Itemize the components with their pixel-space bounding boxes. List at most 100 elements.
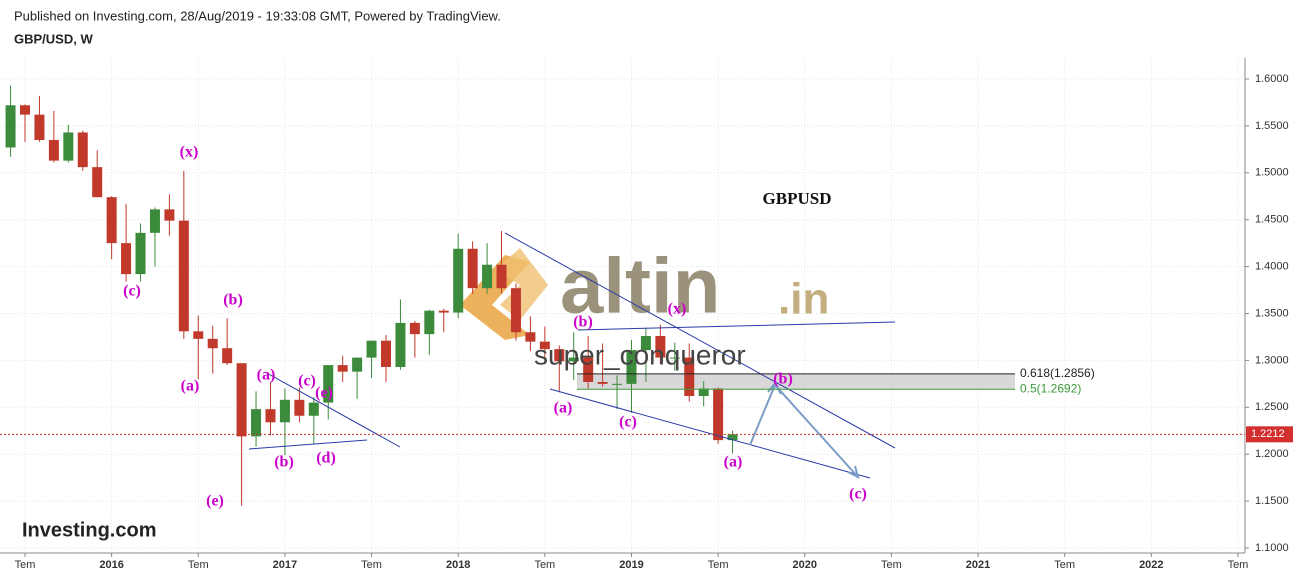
candle-body <box>222 348 233 364</box>
candle-body <box>482 264 493 289</box>
wave-label: (x) <box>180 144 199 161</box>
watermark-suffix: .in <box>778 275 829 324</box>
fib-zone <box>577 373 1015 390</box>
wave-label: (b) <box>274 454 294 471</box>
candle-body <box>583 357 594 382</box>
x-tick-label: Tem <box>188 559 209 571</box>
candle-body <box>510 288 521 333</box>
candle-body <box>626 350 637 384</box>
candle-body <box>164 209 175 221</box>
x-tick-label: 2018 <box>446 559 470 571</box>
wave-label: (b) <box>573 314 593 331</box>
candle-body <box>63 132 74 161</box>
candle-body <box>106 197 117 244</box>
candle-body <box>684 357 695 397</box>
candle-body <box>121 243 132 275</box>
candle-body <box>92 167 103 198</box>
candle-body <box>424 310 435 335</box>
candle-body <box>20 105 30 115</box>
candle-body <box>5 105 16 148</box>
candle-body <box>193 331 204 339</box>
candle-body <box>568 357 579 362</box>
candle-body <box>409 322 420 335</box>
x-tick-label: 2017 <box>273 559 297 571</box>
candle-body <box>727 434 738 441</box>
candle-body <box>713 388 724 441</box>
y-tick-label: 1.4000 <box>1255 261 1289 273</box>
candle-body <box>323 365 334 403</box>
brand: Investing.com <box>22 519 156 541</box>
candle-body <box>366 340 377 358</box>
y-tick-label: 1.1000 <box>1255 542 1289 554</box>
y-tick-label: 1.5000 <box>1255 167 1289 179</box>
y-tick-label: 1.5500 <box>1255 120 1289 132</box>
x-tick-label: 2020 <box>793 559 817 571</box>
x-tick-label: 2016 <box>99 559 123 571</box>
candle-body <box>294 399 305 416</box>
candle-body <box>467 248 478 289</box>
candle-body <box>251 409 262 437</box>
x-tick-label: Tem <box>1228 559 1249 571</box>
x-tick-label: Tem <box>1054 559 1075 571</box>
candle-body <box>453 248 464 313</box>
wave-label: (b) <box>223 292 243 309</box>
fib-label: 0.618(1.2856) <box>1020 366 1095 380</box>
wave-label: (a) <box>724 454 743 471</box>
candle-body <box>381 340 391 367</box>
logo-shape <box>495 248 548 320</box>
candle-body <box>279 399 290 423</box>
candle-body <box>525 332 536 342</box>
y-tick-label: 1.2000 <box>1255 448 1289 460</box>
y-tick-label: 1.4500 <box>1255 214 1289 226</box>
candle-body <box>669 357 680 359</box>
x-tick-label: 2019 <box>619 559 643 571</box>
candle-body <box>640 336 651 351</box>
fib-label: 0.5(1.2692) <box>1020 381 1081 395</box>
x-tick-label: 2022 <box>1139 559 1163 571</box>
x-tick-label: 2021 <box>966 559 990 571</box>
wave-label: (e) <box>315 385 333 402</box>
candle-body <box>149 209 160 233</box>
candle-body <box>539 341 550 350</box>
candle-body <box>178 220 189 332</box>
y-tick-label: 1.3000 <box>1255 354 1289 366</box>
y-tick-label: 1.6000 <box>1255 73 1289 85</box>
x-tick-label: Tem <box>534 559 555 571</box>
x-tick-label: Tem <box>15 559 36 571</box>
candle-body <box>395 322 406 367</box>
wave-label: (d) <box>316 450 336 467</box>
wave-label: (c) <box>619 414 637 431</box>
author: super_conqueror <box>534 339 746 370</box>
wave-label: (b) <box>773 371 793 388</box>
projection-arrows <box>749 381 860 479</box>
wave-label: (a) <box>554 400 573 417</box>
wave-label: (e) <box>206 493 224 510</box>
candle-body <box>265 409 276 423</box>
y-tick-label: 1.3500 <box>1255 307 1289 319</box>
wave-label: (a) <box>181 378 200 395</box>
published-note: Published on Investing.com, 28/Aug/2019 … <box>14 8 501 23</box>
x-tick-label: Tem <box>361 559 382 571</box>
wave-label: (a) <box>257 367 276 384</box>
candle-body <box>438 310 449 313</box>
candle-body <box>48 139 59 161</box>
candle-body <box>77 132 88 168</box>
candle-body <box>597 381 608 384</box>
last-price-label: 1.2212 <box>1251 428 1285 440</box>
wave-label: (c) <box>123 283 141 300</box>
chart-title: GBPUSD <box>763 189 832 208</box>
last-price-tag <box>1246 426 1293 443</box>
y-tick-label: 1.1500 <box>1255 495 1289 507</box>
watermark: altin <box>560 242 720 330</box>
x-tick-label: Tem <box>708 559 729 571</box>
wave-label: (c) <box>298 373 316 390</box>
wave-label: (x) <box>668 301 687 318</box>
y-tick-label: 1.2500 <box>1255 401 1289 413</box>
candle-body <box>612 383 623 385</box>
candle-body <box>655 336 666 358</box>
candle-body <box>34 114 45 140</box>
candle-body <box>496 264 507 289</box>
candle-body <box>135 232 146 275</box>
candle-body <box>698 388 709 397</box>
